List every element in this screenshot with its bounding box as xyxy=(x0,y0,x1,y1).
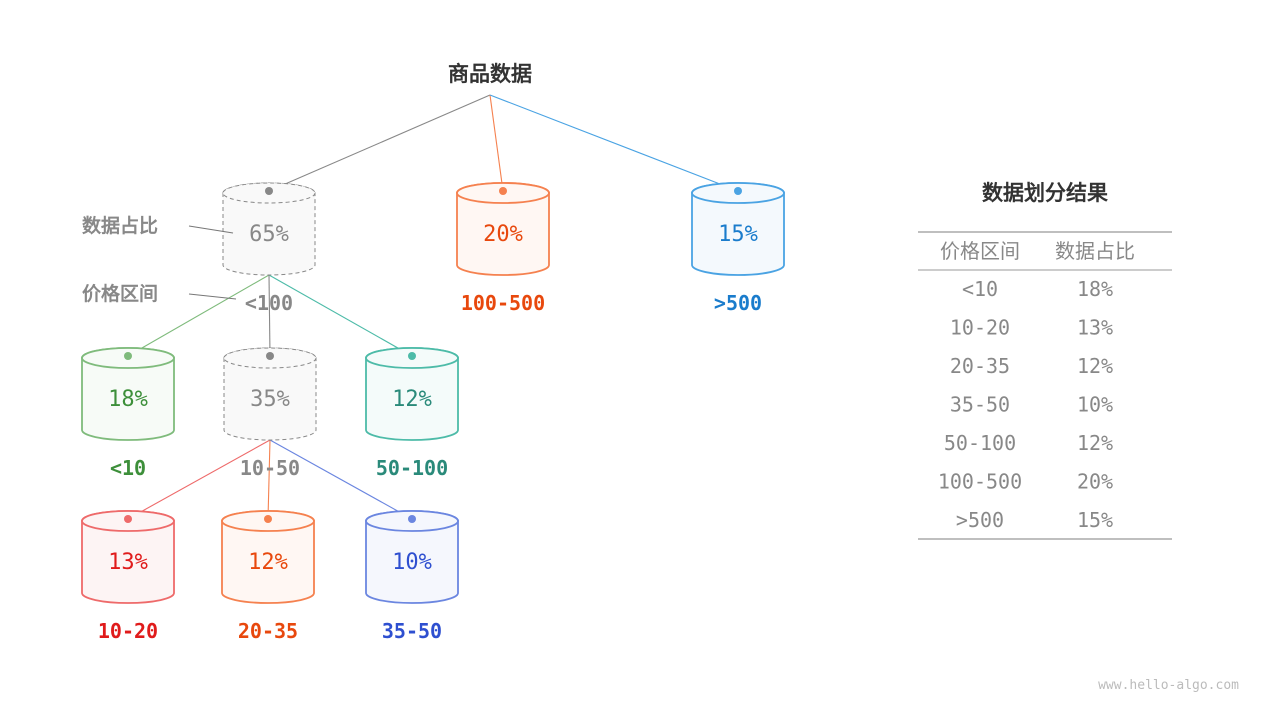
bucket-dot-lt10 xyxy=(124,352,132,360)
table-cell-r3-c0: 35-50 xyxy=(950,393,1010,417)
bucket-dot-100-500 xyxy=(499,187,507,195)
bucket-percent-100-500: 20% xyxy=(483,222,523,247)
edge-35-50 xyxy=(269,439,413,520)
bucket-range-gt500: >500 xyxy=(714,291,762,315)
edge-50-100 xyxy=(268,274,413,357)
table-cell-r1-c1: 13% xyxy=(1077,316,1113,340)
root-label: 商品数据 xyxy=(448,62,532,86)
table-cell-r6-c0: >500 xyxy=(956,508,1004,532)
legend-ratio-pointer xyxy=(188,225,234,234)
table-cell-r0-c1: 18% xyxy=(1077,277,1113,301)
bucket-range-20-35: 20-35 xyxy=(238,619,298,643)
table-header-0: 价格区间 xyxy=(940,239,1020,263)
bucket-percent-lt10: 18% xyxy=(108,387,148,412)
edge-lt100 xyxy=(268,94,491,192)
bucket-range-50-100: 50-100 xyxy=(376,456,448,480)
bucket-percent-gt500: 15% xyxy=(718,222,758,247)
table-cell-r2-c0: 20-35 xyxy=(950,354,1010,378)
bucket-range-10-20: 10-20 xyxy=(98,619,158,643)
bucket-percent-20-35: 12% xyxy=(248,550,288,575)
bucket-range-100-500: 100-500 xyxy=(461,291,545,315)
bucket-percent-50-100: 12% xyxy=(392,387,432,412)
table-header-1: 数据占比 xyxy=(1055,239,1135,263)
bucket-dot-20-35 xyxy=(264,515,272,523)
bucket-dot-50-100 xyxy=(408,352,416,360)
table-cell-r1-c0: 10-20 xyxy=(950,316,1010,340)
edge-10-20 xyxy=(127,439,271,520)
table-cell-r0-c0: <10 xyxy=(962,277,998,301)
bucket-range-lt100: <100 xyxy=(245,291,293,315)
table-title: 数据划分结果 xyxy=(982,181,1108,205)
table-cell-r4-c0: 50-100 xyxy=(944,431,1016,455)
bucket-percent-10-50: 35% xyxy=(250,387,290,412)
edge-20-35 xyxy=(267,439,271,520)
legend-range-label: 价格区间 xyxy=(82,282,158,305)
bucket-percent-35-50: 10% xyxy=(392,550,432,575)
bucket-dot-lt100 xyxy=(265,187,273,195)
bucket-percent-10-20: 13% xyxy=(108,550,148,575)
bucket-percent-lt100: 65% xyxy=(249,222,289,247)
table-cell-r2-c1: 12% xyxy=(1077,354,1113,378)
bucket-range-10-50: 10-50 xyxy=(240,456,300,480)
edge-10-50 xyxy=(268,274,271,357)
legend-range-pointer xyxy=(188,293,237,300)
bucket-range-lt10: <10 xyxy=(110,456,146,480)
bucket-range-35-50: 35-50 xyxy=(382,619,442,643)
edge-gt500 xyxy=(489,94,739,192)
bucket-body-10-50 xyxy=(223,347,317,441)
watermark: www.hello-algo.com xyxy=(1098,678,1239,693)
bucket-body-lt100 xyxy=(222,182,316,276)
table-cell-r6-c1: 15% xyxy=(1077,508,1113,532)
edge-lt10 xyxy=(127,274,270,357)
legend-ratio-label: 数据占比 xyxy=(82,214,158,237)
table-cell-r3-c1: 10% xyxy=(1077,393,1113,417)
table-cell-r5-c1: 20% xyxy=(1077,470,1113,494)
table-cell-r4-c1: 12% xyxy=(1077,431,1113,455)
edge-100-500 xyxy=(489,94,504,192)
bucket-dot-35-50 xyxy=(408,515,416,523)
bucket-dot-gt500 xyxy=(734,187,742,195)
table-cell-r5-c0: 100-500 xyxy=(938,470,1022,494)
bucket-dot-10-20 xyxy=(124,515,132,523)
bucket-dot-10-50 xyxy=(266,352,274,360)
